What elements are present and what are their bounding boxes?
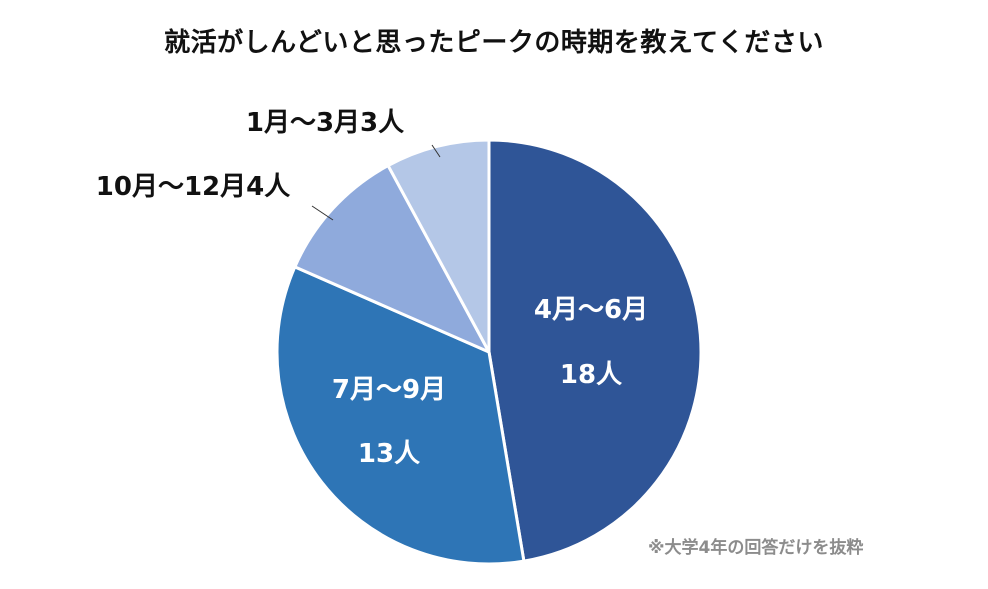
- pie-slice-1: [487, 138, 703, 563]
- slice-count-2: 13人: [358, 439, 420, 469]
- chart-title: 就活がしんどいと思ったピークの時期を教えてください: [164, 28, 824, 58]
- leader-line-4: [431, 144, 441, 158]
- leader-line-3: [311, 205, 334, 221]
- footnote: ※大学4年の回答だけを抜粋: [648, 538, 864, 558]
- pie-slice-3: [293, 164, 491, 354]
- pie-slice-4: [386, 138, 491, 354]
- slice-count-1: 18人: [560, 360, 622, 390]
- slice-label-2: 7月～9月: [332, 375, 446, 405]
- slice-label-4: 1月～3月3人: [246, 108, 404, 138]
- slice-label-3: 10月～12月4人: [96, 172, 290, 202]
- slice-label-1: 4月～6月: [534, 295, 648, 325]
